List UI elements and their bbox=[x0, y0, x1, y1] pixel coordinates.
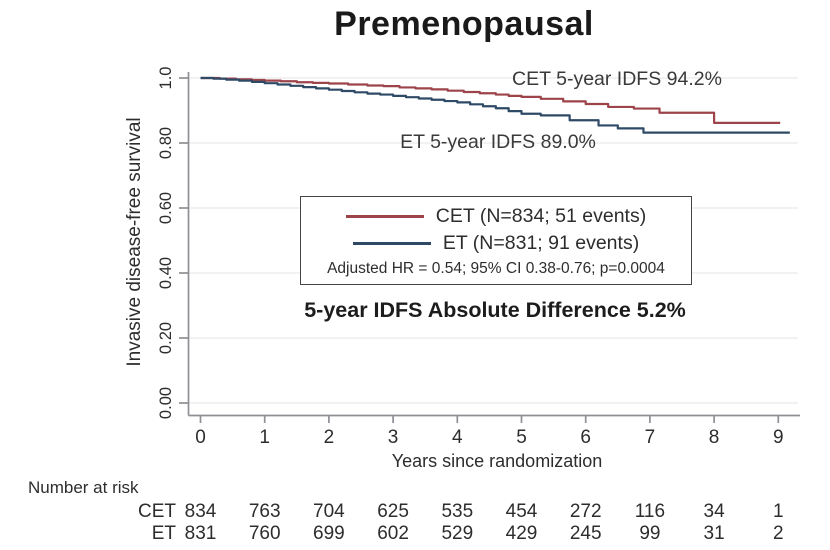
risk-count: 245 bbox=[570, 523, 602, 544]
number-at-risk-label: Number at risk bbox=[28, 478, 139, 497]
x-tick-label: 3 bbox=[388, 427, 399, 448]
x-tick-label: 1 bbox=[259, 427, 270, 448]
x-axis-title: Years since randomization bbox=[391, 451, 603, 471]
risk-count: 831 bbox=[185, 523, 217, 544]
y-tick-label: 0.40 bbox=[157, 257, 175, 289]
risk-count: 834 bbox=[185, 501, 217, 522]
y-tick-label: 0.80 bbox=[157, 127, 175, 159]
annotation-cet-5yr-idfs: CET 5-year IDFS 94.2% bbox=[512, 68, 722, 90]
risk-count: 625 bbox=[377, 501, 409, 522]
x-tick-label: 5 bbox=[516, 427, 527, 448]
x-tick-label: 9 bbox=[773, 427, 784, 448]
risk-count: 529 bbox=[441, 523, 473, 544]
x-tick-label: 6 bbox=[580, 427, 591, 448]
legend-line-et bbox=[352, 242, 431, 245]
y-tick-label: 0.00 bbox=[157, 387, 175, 419]
risk-count: 116 bbox=[635, 501, 665, 522]
y-axis-title: Invasive disease-free survival bbox=[124, 117, 145, 367]
risk-count: 34 bbox=[704, 501, 726, 522]
legend-row-cet: CET (N=834; 51 events) bbox=[301, 202, 691, 231]
risk-count: 760 bbox=[249, 523, 281, 544]
y-tick-label: 0.20 bbox=[157, 322, 175, 354]
legend-hr-note: Adjusted HR = 0.54; 95% CI 0.38-0.76; p=… bbox=[327, 260, 665, 277]
legend-label-et: ET (N=831; 91 events) bbox=[442, 232, 640, 254]
chart-title: Premenopausal bbox=[334, 5, 594, 43]
risk-count: 699 bbox=[313, 523, 345, 544]
risk-count: 31 bbox=[704, 523, 725, 544]
x-tick-label: 7 bbox=[645, 427, 656, 448]
annotation-et-5yr-idfs: ET 5-year IDFS 89.0% bbox=[400, 131, 596, 153]
x-tick-label: 8 bbox=[709, 427, 720, 448]
legend-box: CET (N=834; 51 events) ET (N=831; 91 eve… bbox=[300, 196, 692, 285]
x-tick-label: 2 bbox=[324, 427, 335, 448]
risk-count: 704 bbox=[313, 501, 345, 522]
legend-label-cet: CET (N=834; 51 events) bbox=[435, 205, 647, 227]
risk-row-label-et: ET bbox=[152, 523, 177, 544]
y-tick-label: 0.60 bbox=[157, 192, 175, 224]
legend-line-cet bbox=[345, 215, 424, 218]
risk-row-label-cet: CET bbox=[138, 501, 176, 522]
x-tick-label: 0 bbox=[195, 427, 206, 448]
legend-row-et: ET (N=831; 91 events) bbox=[301, 229, 691, 258]
risk-count: 2 bbox=[773, 523, 784, 544]
risk-count: 272 bbox=[570, 501, 602, 522]
difference-note: 5-year IDFS Absolute Difference 5.2% bbox=[304, 298, 686, 322]
km-curve-cet bbox=[200, 76, 781, 124]
risk-count: 602 bbox=[377, 523, 409, 544]
y-tick-label: 1.0 bbox=[157, 67, 175, 90]
risk-count: 454 bbox=[506, 501, 538, 522]
x-tick-label: 4 bbox=[452, 427, 463, 448]
risk-count: 1 bbox=[773, 501, 784, 522]
km-curve-et bbox=[200, 76, 790, 134]
risk-count: 535 bbox=[441, 501, 473, 522]
risk-count: 763 bbox=[249, 501, 281, 522]
risk-count: 429 bbox=[506, 523, 538, 544]
risk-count: 99 bbox=[639, 523, 660, 544]
